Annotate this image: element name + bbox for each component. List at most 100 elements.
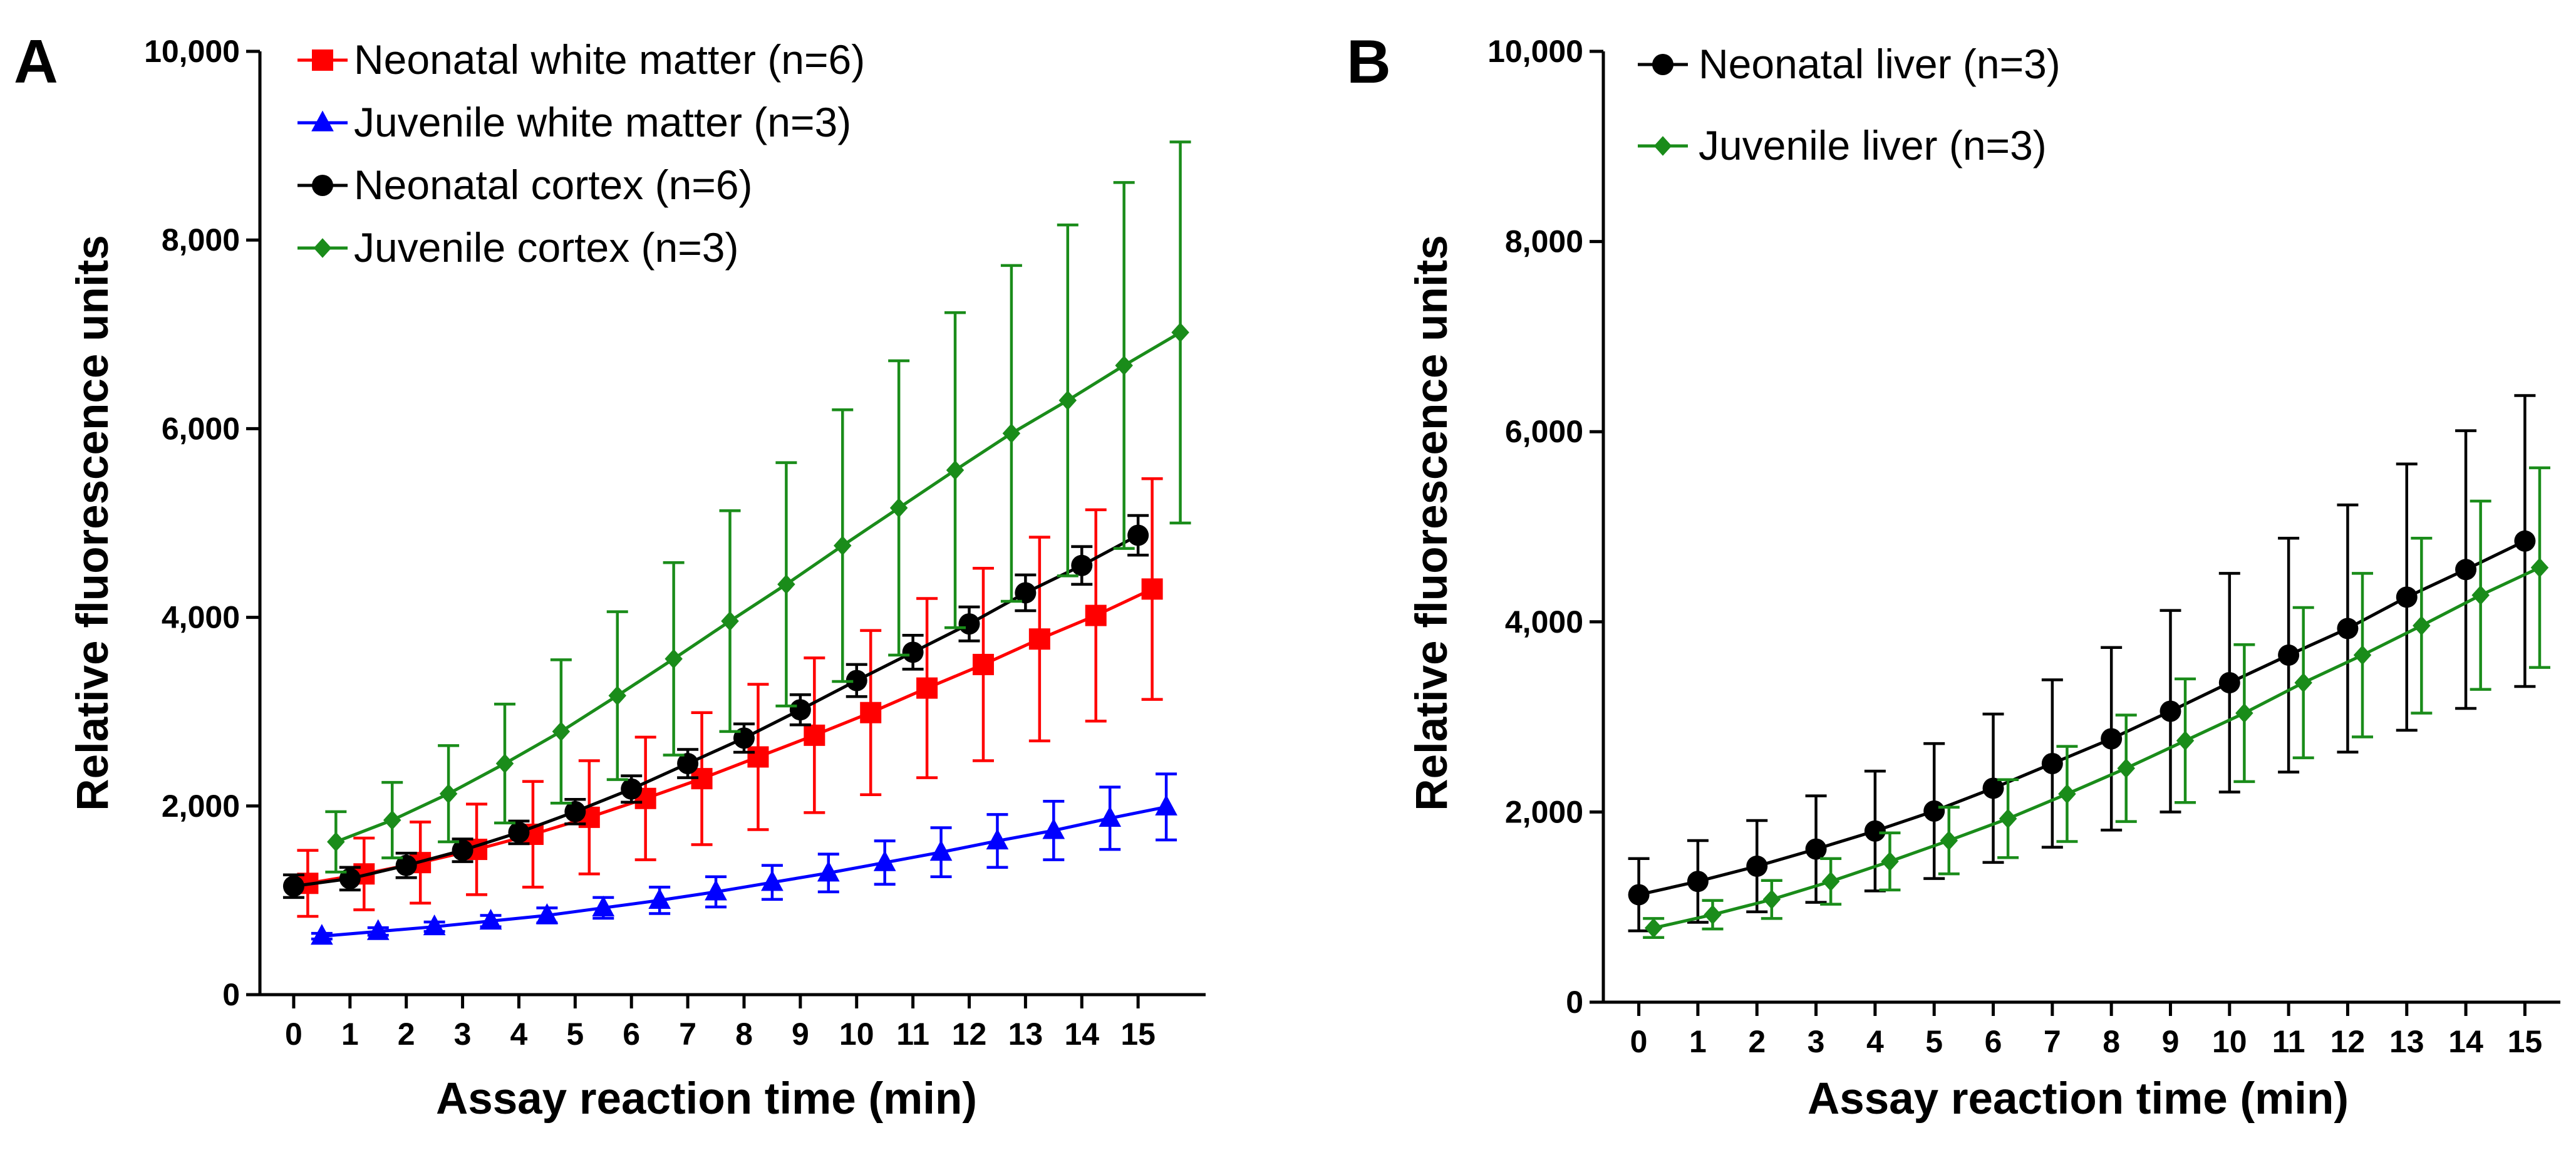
x-tick-label: 7	[2044, 1024, 2061, 1059]
data-point	[1155, 794, 1177, 816]
y-tick-label: 4,000	[1505, 604, 1583, 640]
data-point	[2294, 673, 2312, 693]
data-point	[564, 800, 586, 822]
data-point	[2455, 559, 2477, 581]
data-point	[1002, 423, 1021, 443]
data-point	[804, 724, 825, 746]
data-point	[1982, 777, 2004, 799]
x-tick-label: 15	[1120, 1017, 1156, 1052]
data-point	[535, 903, 559, 925]
data-point	[1042, 818, 1065, 839]
data-point	[1171, 323, 1189, 343]
x-tick-label: 6	[1985, 1024, 2002, 1059]
x-tick-label: 15	[2508, 1024, 2543, 1059]
data-point	[1746, 855, 1768, 877]
data-point	[972, 653, 994, 675]
y-tick-label: 8,000	[1505, 224, 1583, 259]
data-point	[873, 850, 896, 871]
x-tick-label: 2	[398, 1017, 415, 1052]
data-point	[2514, 530, 2536, 552]
series-line	[307, 588, 1153, 885]
data-point	[834, 536, 852, 556]
data-point	[2058, 784, 2076, 804]
data-point	[282, 875, 304, 897]
data-point	[2413, 616, 2431, 636]
legend-item: Juvenile liver (n=3)	[1638, 122, 2047, 168]
data-point	[1115, 355, 1133, 376]
data-point	[705, 879, 727, 901]
x-axis-title: Assay reaction time (min)	[1808, 1074, 2349, 1124]
x-tick-label: 4	[510, 1017, 528, 1052]
chart-legend: Neonatal liver (n=3) Juvenile liver (n=3)	[1638, 41, 2061, 168]
data-point	[946, 460, 965, 480]
data-point	[929, 840, 953, 861]
data-point	[2176, 730, 2195, 751]
data-point	[902, 641, 924, 663]
data-point	[889, 498, 908, 518]
x-tick-label: 2	[1748, 1024, 1766, 1059]
x-tick-label: 11	[2272, 1024, 2305, 1059]
x-axis-title: Assay reaction time (min)	[436, 1074, 977, 1124]
data-point	[2353, 645, 2372, 665]
data-point	[2471, 585, 2490, 606]
legend-label: Neonatal cortex (n=6)	[354, 162, 753, 208]
x-tick-label: 9	[792, 1017, 809, 1052]
legend-marker	[1652, 54, 1673, 75]
data-point	[1881, 851, 1899, 872]
y-axis-title: Relative fluorescence units	[1407, 235, 1457, 811]
x-tick-label: 8	[735, 1017, 753, 1052]
legend-marker	[311, 110, 334, 132]
data-point	[1028, 628, 1050, 650]
legend-item: Juvenile white matter (n=3)	[297, 99, 851, 145]
legend-marker	[313, 238, 332, 258]
data-point	[916, 677, 938, 699]
data-point	[621, 778, 643, 800]
data-point	[761, 870, 784, 891]
legend-label: Juvenile cortex (n=3)	[354, 224, 738, 271]
data-point	[1071, 554, 1093, 576]
data-point	[777, 574, 795, 594]
legend-item: Neonatal liver (n=3)	[1638, 41, 2061, 87]
data-point	[1141, 578, 1163, 600]
data-point	[2235, 703, 2253, 723]
data-point	[1762, 889, 1781, 909]
data-point	[1805, 838, 1827, 860]
data-point	[1099, 805, 1122, 827]
x-tick-label: 4	[1866, 1024, 1884, 1059]
x-tick-label: 1	[341, 1017, 359, 1052]
data-point	[2337, 618, 2359, 640]
data-point	[1127, 524, 1149, 546]
chart-marks	[282, 140, 1191, 945]
data-point	[2101, 728, 2123, 750]
data-point	[721, 611, 739, 631]
data-point	[2278, 644, 2300, 666]
y-tick-label: 2,000	[162, 789, 240, 824]
data-point	[747, 746, 769, 768]
y-tick-label: 6,000	[1505, 414, 1583, 449]
series-line	[1653, 566, 2541, 930]
data-point	[648, 888, 671, 909]
x-tick-label: 5	[1925, 1024, 1943, 1059]
data-point	[495, 754, 514, 774]
legend-marker	[312, 175, 333, 196]
data-point	[2218, 671, 2240, 693]
data-point	[860, 702, 882, 723]
data-point	[1704, 904, 1722, 925]
y-tick-label: 6,000	[162, 411, 240, 446]
series-juvenile-liver	[1643, 466, 2550, 940]
x-tick-label: 8	[2103, 1024, 2120, 1059]
data-point	[608, 685, 626, 706]
series-juvenile-cortex	[325, 140, 1191, 874]
data-point	[1015, 582, 1037, 604]
data-point	[2530, 557, 2549, 578]
series-juvenile-white-matter	[311, 772, 1177, 945]
data-point	[2160, 700, 2181, 722]
x-tick-label: 13	[2389, 1024, 2424, 1059]
y-tick-label: 2,000	[1505, 794, 1583, 829]
series-line	[1638, 539, 2526, 896]
data-point	[1999, 809, 2017, 829]
data-point	[439, 784, 458, 804]
x-tick-label: 0	[1630, 1024, 1648, 1059]
panel-label: B	[1347, 27, 1391, 96]
